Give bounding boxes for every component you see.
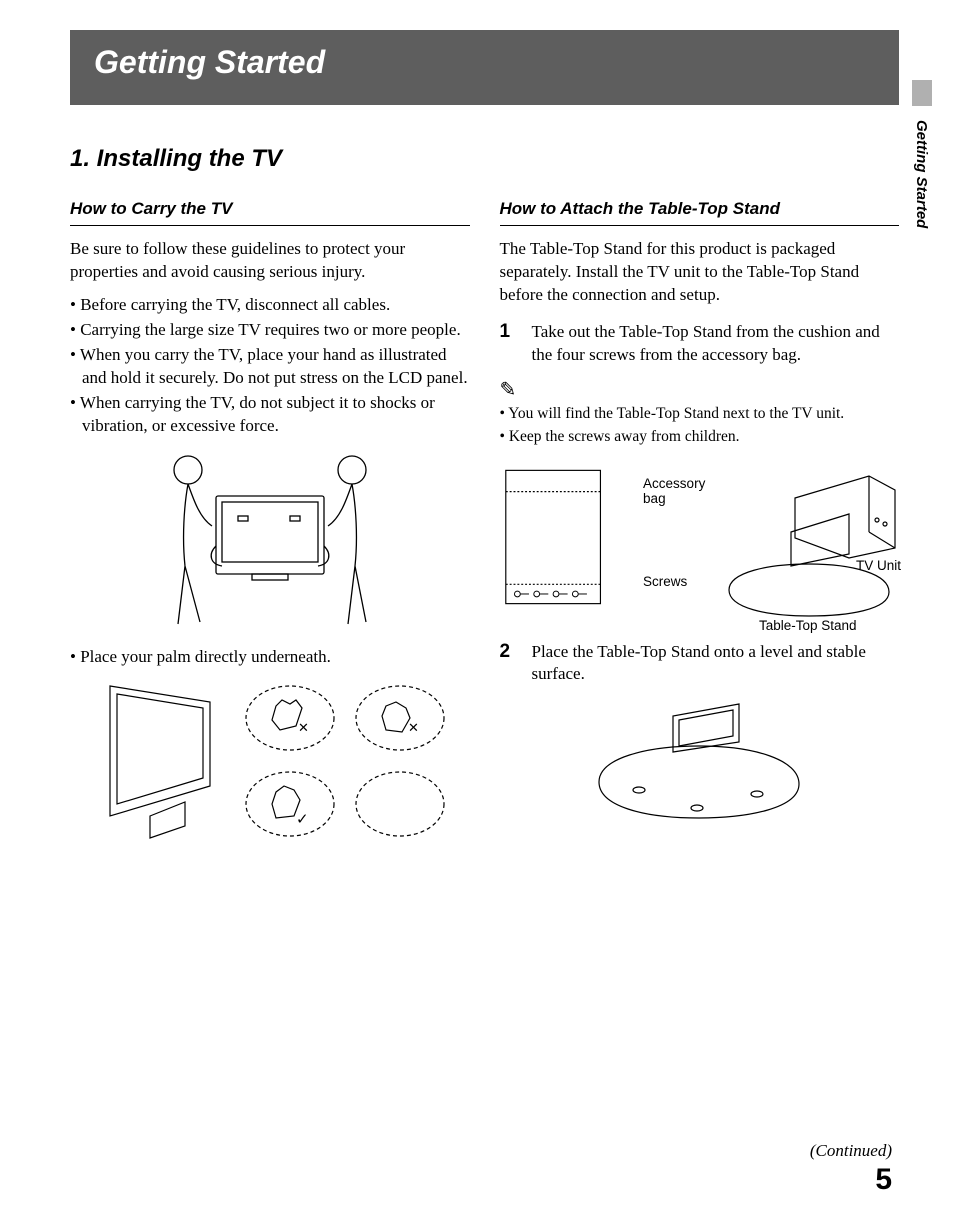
packaging-box-svg bbox=[500, 462, 626, 612]
figure-packaging: Accessory bag Screws bbox=[500, 462, 900, 627]
step-2-text: Place the Table-Top Stand onto a level a… bbox=[532, 641, 900, 687]
svg-text:✕: ✕ bbox=[298, 720, 309, 735]
side-section-label: Getting Started bbox=[913, 120, 930, 228]
svg-text:✕: ✕ bbox=[408, 720, 419, 735]
step-2: 2 Place the Table-Top Stand onto a level… bbox=[500, 641, 900, 687]
step-1-text: Take out the Table-Top Stand from the cu… bbox=[532, 321, 900, 367]
label-tv-unit: TV Unit bbox=[856, 558, 901, 573]
label-accessory-bag: Accessory bag bbox=[643, 476, 723, 506]
figure-palm-positions: ✕ ✕ ✓ bbox=[70, 676, 470, 856]
carry-bullets: Before carrying the TV, disconnect all c… bbox=[70, 294, 470, 438]
thumb-tab bbox=[912, 80, 932, 106]
section-title: 1. Installing the TV bbox=[70, 145, 899, 173]
right-column: How to Attach the Table-Top Stand The Ta… bbox=[500, 199, 900, 866]
stand-note-1: You will find the Table-Top Stand next t… bbox=[500, 404, 900, 425]
content-columns: How to Carry the TV Be sure to follow th… bbox=[70, 199, 899, 866]
step-2-num: 2 bbox=[500, 641, 514, 687]
step-1: 1 Take out the Table-Top Stand from the … bbox=[500, 321, 900, 367]
stand-note-2: Keep the screws away from children. bbox=[500, 427, 900, 448]
label-screws: Screws bbox=[643, 574, 687, 589]
carry-intro: Be sure to follow these guidelines to pr… bbox=[70, 238, 470, 284]
carry-bullet-3: When you carry the TV, place your hand a… bbox=[70, 344, 470, 390]
stand-notes: You will find the Table-Top Stand next t… bbox=[500, 404, 900, 448]
left-column: How to Carry the TV Be sure to follow th… bbox=[70, 199, 470, 866]
carry-bullet-2: Carrying the large size TV requires two … bbox=[70, 319, 470, 342]
figure-two-people-carry bbox=[70, 446, 470, 636]
palm-note: Place your palm directly underneath. bbox=[70, 646, 470, 669]
chapter-header: Getting Started bbox=[70, 30, 899, 105]
chapter-title: Getting Started bbox=[94, 44, 875, 81]
subsection-carry: How to Carry the TV bbox=[70, 199, 470, 226]
stand-intro: The Table-Top Stand for this product is … bbox=[500, 238, 900, 307]
step-1-num: 1 bbox=[500, 321, 514, 367]
subsection-stand: How to Attach the Table-Top Stand bbox=[500, 199, 900, 226]
label-table-top-stand: Table-Top Stand bbox=[759, 618, 857, 633]
page-number: 5 bbox=[875, 1163, 892, 1197]
figure-stand-on-surface bbox=[500, 696, 900, 826]
continued-label: (Continued) bbox=[810, 1141, 892, 1161]
carry-bullet-1: Before carrying the TV, disconnect all c… bbox=[70, 294, 470, 317]
svg-text:✓: ✓ bbox=[296, 811, 309, 828]
palm-note-list: Place your palm directly underneath. bbox=[70, 646, 470, 669]
note-icon: ✎ bbox=[500, 377, 900, 402]
carry-bullet-4: When carrying the TV, do not subject it … bbox=[70, 392, 470, 438]
stand-tv-svg bbox=[719, 462, 899, 622]
